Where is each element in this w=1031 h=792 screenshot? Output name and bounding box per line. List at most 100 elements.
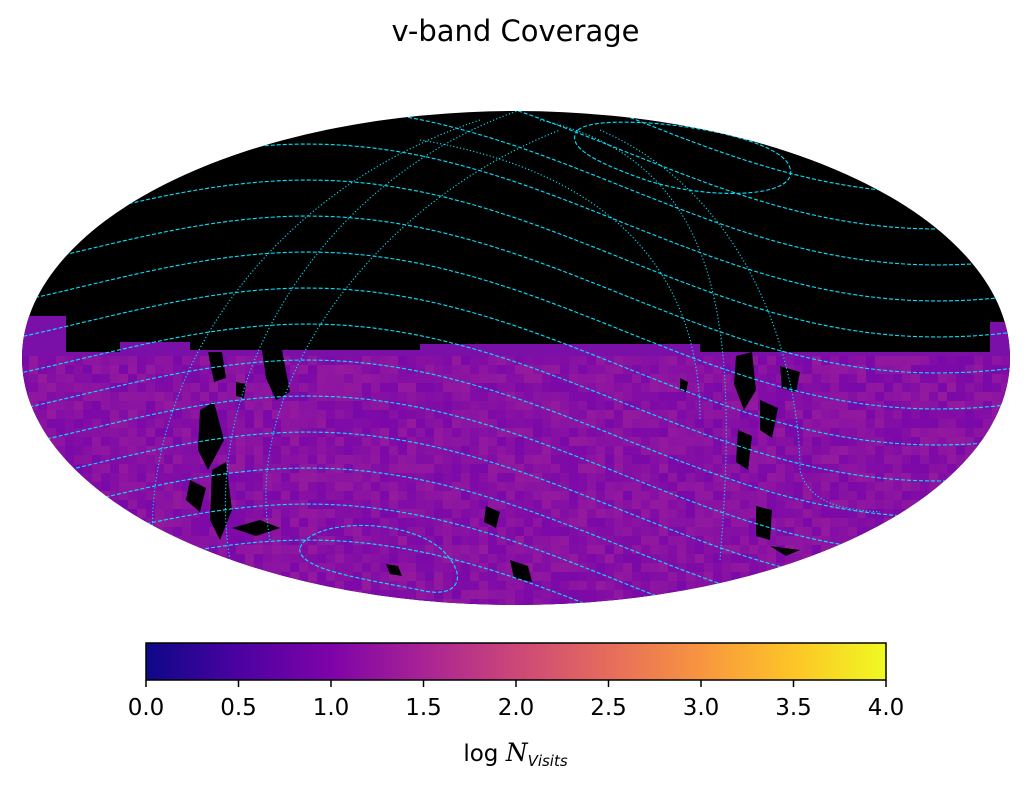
coverage-pixel [560, 572, 569, 581]
coverage-pixel [425, 473, 434, 482]
coverage-pixel [173, 437, 182, 446]
coverage-pixel [290, 428, 299, 437]
coverage-pixel [92, 536, 101, 545]
coverage-pixel [281, 491, 290, 500]
coverage-pixel [245, 509, 254, 518]
coverage-pixel [812, 536, 821, 545]
coverage-pixel [542, 518, 551, 527]
coverage-pixel [272, 545, 281, 554]
coverage-pixel [722, 554, 731, 563]
coverage-pixel [434, 410, 443, 419]
coverage-pixel [227, 401, 236, 410]
coverage-pixel [47, 572, 56, 581]
coverage-pixel [29, 401, 38, 410]
coverage-pixel [479, 509, 488, 518]
coverage-pixel [587, 419, 596, 428]
coverage-pixel [173, 500, 182, 509]
coverage-pixel [632, 518, 641, 527]
coverage-pixel [452, 608, 461, 617]
coverage-pixel [380, 491, 389, 500]
coverage-pixel [344, 419, 353, 428]
coverage-pixel [83, 527, 92, 536]
coverage-pixel [434, 572, 443, 581]
coverage-pixel [155, 464, 164, 473]
coverage-pixel [56, 365, 65, 374]
coverage-pixel [344, 536, 353, 545]
coverage-pixel [803, 518, 812, 527]
coverage-pixel [560, 437, 569, 446]
coverage-pixel [569, 437, 578, 446]
coverage-pixel [578, 401, 587, 410]
coverage-pixel [731, 464, 740, 473]
coverage-pixel [281, 410, 290, 419]
coverage-pixel [452, 365, 461, 374]
coverage-pixel [227, 509, 236, 518]
coverage-pixel [128, 392, 137, 401]
coverage-pixel [110, 446, 119, 455]
coverage-pixel [884, 518, 893, 527]
coverage-pixel [272, 527, 281, 536]
coverage-pixel [983, 374, 992, 383]
coverage-pixel [83, 518, 92, 527]
coverage-pixel [866, 599, 875, 605]
coverage-pixel [407, 374, 416, 383]
coverage-pixel [947, 482, 956, 491]
coverage-pixel [263, 509, 272, 518]
coverage-gap [770, 546, 800, 556]
coverage-pixel [452, 455, 461, 464]
coverage-pixel [254, 356, 263, 365]
coverage-pixel [794, 509, 803, 518]
coverage-pixel [200, 473, 209, 482]
coverage-pixel [713, 446, 722, 455]
coverage-pixel [956, 509, 965, 518]
coverage-pixel [128, 356, 137, 365]
coverage-pixel [623, 590, 632, 599]
coverage-pixel [101, 599, 110, 605]
coverage-pixel [1001, 482, 1010, 491]
coverage-pixel [893, 437, 902, 446]
coverage-pixel [101, 491, 110, 500]
coverage-pixel [191, 563, 200, 572]
coverage-pixel [83, 365, 92, 374]
coverage-pixel [650, 356, 659, 365]
coverage-pixel [587, 572, 596, 581]
coverage-pixel [74, 410, 83, 419]
coverage-pixel [659, 545, 668, 554]
coverage-pixel [470, 365, 479, 374]
coverage-pixel [434, 500, 443, 509]
coverage-pixel [983, 563, 992, 572]
coverage-pixel [893, 410, 902, 419]
coverage-pixel [83, 464, 92, 473]
coverage-pixel [146, 410, 155, 419]
coverage-pixel [875, 563, 884, 572]
coverage-pixel [866, 491, 875, 500]
coverage-pixel [56, 536, 65, 545]
coverage-pixel [56, 437, 65, 446]
coverage-pixel [596, 581, 605, 590]
coverage-pixel [965, 608, 974, 617]
coverage-pixel [650, 482, 659, 491]
coverage-pixel [191, 527, 200, 536]
coverage-pixel [245, 392, 254, 401]
coverage-pixel [920, 428, 929, 437]
coverage-pixel [101, 581, 110, 590]
coverage-pixel [803, 392, 812, 401]
coverage-pixel [101, 482, 110, 491]
coverage-pixel [47, 401, 56, 410]
coverage-pixel [110, 500, 119, 509]
coverage-pixel [722, 500, 731, 509]
coverage-gap [236, 382, 246, 398]
coverage-pixel [101, 518, 110, 527]
coverage-pixel [254, 410, 263, 419]
coverage-pixel [335, 572, 344, 581]
coverage-pixel [776, 401, 785, 410]
coverage-pixel [992, 608, 1001, 617]
coverage-pixel [551, 410, 560, 419]
coverage-pixel [668, 356, 677, 365]
coverage-pixel [137, 356, 146, 365]
coverage-pixel [398, 590, 407, 599]
coverage-pixel [515, 590, 524, 599]
coverage-pixel [902, 410, 911, 419]
coverage-pixel [308, 356, 317, 365]
coverage-pixel [677, 491, 686, 500]
